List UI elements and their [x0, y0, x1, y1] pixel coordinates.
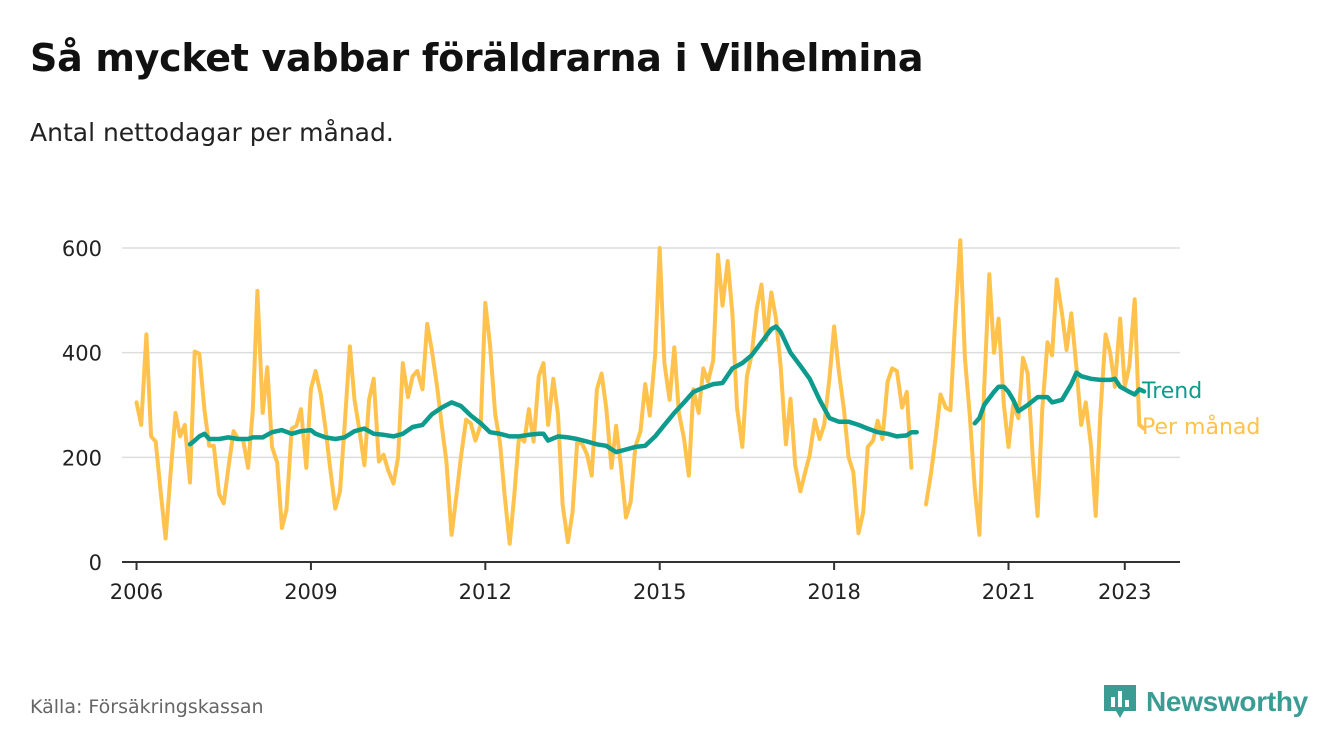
newsworthy-logo-icon	[1104, 685, 1136, 718]
y-tick-label: 0	[89, 551, 102, 575]
x-tick-label: 2006	[110, 580, 163, 604]
x-tick-label: 2012	[459, 580, 512, 604]
series-line-trend-1	[972, 370, 1147, 426]
x-tick-label: 2023	[1098, 580, 1151, 604]
chart-title: Så mycket vabbar föräldrarna i Vilhelmin…	[30, 36, 924, 80]
x-tick-label: 2015	[633, 580, 686, 604]
y-tick-label: 200	[62, 446, 102, 470]
y-tick-label: 600	[62, 237, 102, 261]
line-chart: 0 200 400 600 2006 2009 2012 2015 2018 2021 2023 Tr…	[62, 237, 1260, 604]
x-tick-label: 2021	[982, 580, 1035, 604]
x-tick-label: 2009	[284, 580, 337, 604]
source-text: Källa: Försäkringskassan	[30, 696, 264, 718]
series-line-monthly-0	[134, 246, 914, 546]
y-tick-label: 400	[62, 342, 102, 366]
series-label-trend: Trend	[1141, 379, 1202, 404]
x-tick-label: 2018	[807, 580, 860, 604]
brand-logo[interactable]: Newsworthy	[1102, 683, 1308, 721]
chart-subtitle: Antal nettodagar per månad.	[30, 118, 394, 147]
series-label-monthly: Per månad	[1142, 414, 1260, 440]
brand-name: Newsworthy	[1146, 686, 1308, 717]
series-line-monthly-1	[924, 238, 1146, 537]
series-line-trend-0	[187, 324, 919, 455]
